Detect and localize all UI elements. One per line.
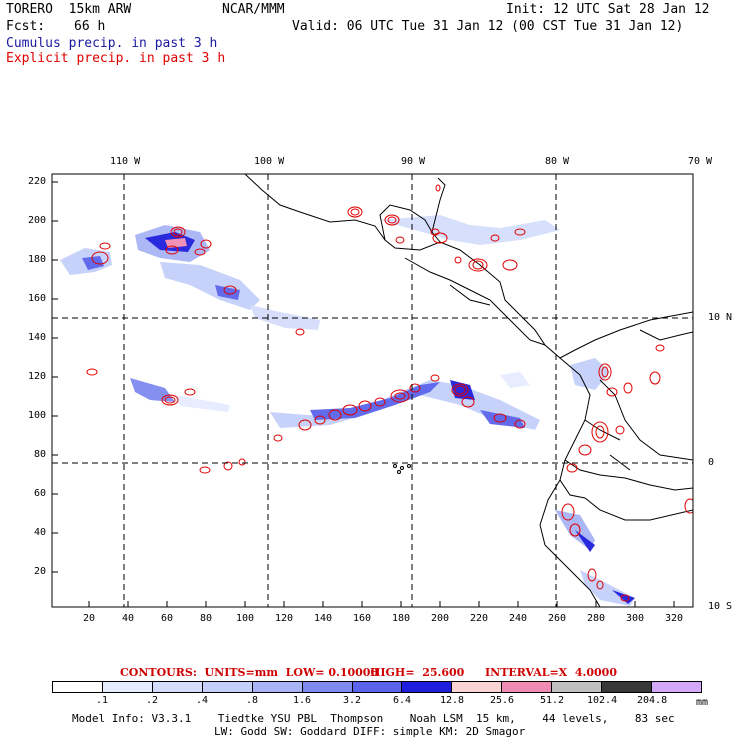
colorbar-tick-label: 3.2 — [343, 695, 362, 706]
valid-time: Valid: 06 UTC Tue 31 Jan 12 (00 CST Tue … — [292, 19, 684, 34]
colorbar-tick-label: 51.2 — [540, 695, 565, 706]
lon-label-90w: 90 W — [401, 156, 426, 167]
init-time: Init: 12 UTC Sat 28 Jan 12 — [506, 2, 710, 17]
forecast-label: Fcst: — [6, 19, 46, 34]
contour-interval: INTERVAL=X 4.0000 — [485, 666, 617, 679]
y-tick-label: 120 — [28, 371, 47, 382]
colorbar-tick-label: 1.6 — [293, 695, 312, 706]
colorbar-swatch — [551, 682, 602, 692]
x-tick-label: 100 — [236, 613, 255, 624]
explicit-legend: Explicit precip. in past 3 h — [6, 51, 226, 66]
colorbar-swatch — [301, 682, 352, 692]
y-tick-label: 80 — [34, 449, 47, 460]
x-tick-label: 80 — [200, 613, 213, 624]
colorbar-swatch — [201, 682, 252, 692]
contour-high: HIGH= 25.600 — [370, 666, 465, 679]
colorbar-tick-label: .4 — [196, 695, 209, 706]
x-tick-label: 200 — [431, 613, 450, 624]
x-tick-label: 320 — [665, 613, 684, 624]
colorbar-unit: mm — [696, 697, 709, 708]
x-tick-label: 40 — [122, 613, 135, 624]
colorbar-swatch — [601, 682, 652, 692]
y-tick-label: 200 — [28, 215, 47, 226]
forecast-hour: 66 h — [74, 19, 106, 34]
x-tick-label: 260 — [548, 613, 567, 624]
colorbar-tick-label: 102.4 — [587, 695, 618, 706]
x-tick-label: 240 — [509, 613, 528, 624]
colorbar-tick-label: 12.8 — [440, 695, 465, 706]
y-tick-label: 220 — [28, 176, 47, 187]
y-tick-label: 60 — [34, 488, 47, 499]
colorbar-tick-label: .2 — [146, 695, 159, 706]
colorbar-swatch — [151, 682, 202, 692]
axis-ticks — [52, 181, 675, 607]
colorbar-tick-label: .1 — [96, 695, 109, 706]
y-tick-label: 180 — [28, 254, 47, 265]
y-tick-label: 140 — [28, 332, 47, 343]
colorbar-tick-label: 25.6 — [490, 695, 515, 706]
colorbar-swatch — [401, 682, 452, 692]
contour-units: CONTOURS: UNITS=mm LOW= 0.10000 — [120, 666, 379, 679]
cumulus-precip-areas — [60, 215, 635, 606]
x-tick-label: 120 — [275, 613, 294, 624]
y-tick-label: 20 — [34, 566, 47, 577]
explicit-precip-contours — [86, 184, 693, 602]
colorbar-swatch — [351, 682, 402, 692]
model-physics: LW: Godd SW: Goddard DIFF: simple KM: 2D… — [214, 725, 526, 738]
coastlines — [244, 174, 693, 607]
x-tick-label: 140 — [314, 613, 333, 624]
organization: NCAR/MMM — [222, 2, 285, 17]
model-info: Model Info: V3.3.1 Tiedtke YSU PBL Thomp… — [72, 712, 675, 725]
colorbar-labels: .1 .2 .4 .8 1.6 3.2 6.4 12.8 25.6 51.2 102.4 204.8 — [52, 696, 702, 708]
colorbar-tick-label: 6.4 — [393, 695, 412, 706]
y-tick-label: 40 — [34, 527, 47, 538]
lon-label-70w: 70 W — [688, 156, 713, 167]
colorbar-tick-label: .8 — [246, 695, 259, 706]
x-tick-label: 300 — [626, 613, 645, 624]
x-tick-label: 160 — [353, 613, 372, 624]
y-tick-label: 100 — [28, 410, 47, 421]
map-frame — [51, 173, 694, 608]
lat-label-10s: 10 S — [708, 601, 733, 612]
lon-label-100w: 100 W — [254, 156, 285, 167]
lat-label-10n: 10 N — [708, 312, 733, 323]
lon-label-110w: 110 W — [110, 156, 141, 167]
lon-label-80w: 80 W — [545, 156, 570, 167]
model-title: TORERO 15km ARW — [6, 2, 132, 17]
x-tick-label: 60 — [161, 613, 174, 624]
colorbar-swatch — [251, 682, 302, 692]
colorbar-swatch — [101, 682, 152, 692]
colorbar-swatch — [651, 682, 701, 692]
graticule — [52, 174, 693, 607]
colorbar-swatch — [53, 682, 102, 692]
colorbar-tick-label: 204.8 — [637, 695, 668, 706]
colorbar-swatch — [451, 682, 502, 692]
y-tick-label: 160 — [28, 293, 47, 304]
colorbar-swatch — [501, 682, 552, 692]
lat-label-0: 0 — [708, 457, 715, 468]
colorbar — [52, 681, 702, 693]
x-tick-label: 20 — [83, 613, 96, 624]
x-tick-label: 280 — [587, 613, 606, 624]
x-tick-label: 220 — [470, 613, 489, 624]
x-tick-label: 180 — [392, 613, 411, 624]
cumulus-legend: Cumulus precip. in past 3 h — [6, 36, 218, 51]
